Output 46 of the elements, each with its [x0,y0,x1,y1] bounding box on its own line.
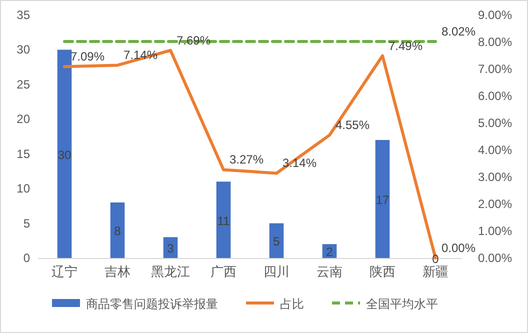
y2-tick-label: 0.00% [478,251,512,265]
bar [375,140,390,258]
y-tick-label: 25 [16,77,30,92]
data-label: 0.00% [442,241,476,255]
y2-tick-label: 7.00% [478,62,512,76]
y2-tick-label: 1.00% [478,224,512,238]
y-tick-label: 5 [23,216,30,230]
data-label: 17 [376,192,390,207]
x-tick-label: 新疆 [422,264,448,279]
x-tick-label: 辽宁 [52,264,78,279]
y2-tick-label: 3.00% [478,170,512,184]
y-tick-label: 10 [16,182,30,196]
y-tick-label: 0 [23,251,30,265]
bar [110,202,125,258]
bar [57,50,72,258]
x-tick-label: 广西 [210,264,236,279]
x-tick-label: 四川 [264,264,290,279]
x-tick-label: 黑龙江 [151,264,190,279]
bar [269,223,284,258]
data-label: 7.49% [388,38,423,53]
data-label: 11 [217,214,230,228]
legend-label: 全国平均水平 [366,297,438,311]
data-label: 0 [432,252,440,266]
y-tick-label: 20 [16,112,30,126]
data-label: 2 [326,245,334,260]
data-label: 3 [167,242,174,256]
legend-label: 商品零售问题投诉举报量 [86,297,218,311]
bar [216,182,231,258]
y2-tick-label: 2.00% [478,197,512,211]
x-tick-label: 吉林 [104,264,130,279]
y2-tick-label: 6.00% [478,89,512,103]
data-label: 8.02% [442,24,476,38]
y-tick-label: 35 [16,8,30,22]
data-label: 3.27% [230,152,264,167]
y2-tick-label: 9.00% [478,8,512,22]
legend-label: 占比 [280,297,304,311]
y2-tick-label: 5.00% [478,116,512,130]
y2-tick-label: 8.00% [478,35,512,49]
y2-tick-label: 4.00% [478,143,512,157]
x-tick-label: 云南 [316,264,342,279]
x-tick-label: 陕西 [370,264,396,279]
data-label: 30 [58,148,72,162]
data-label: 5 [273,234,280,249]
y-tick-label: 30 [16,42,30,57]
y-tick-label: 15 [16,146,30,161]
data-label: 8 [114,224,122,238]
